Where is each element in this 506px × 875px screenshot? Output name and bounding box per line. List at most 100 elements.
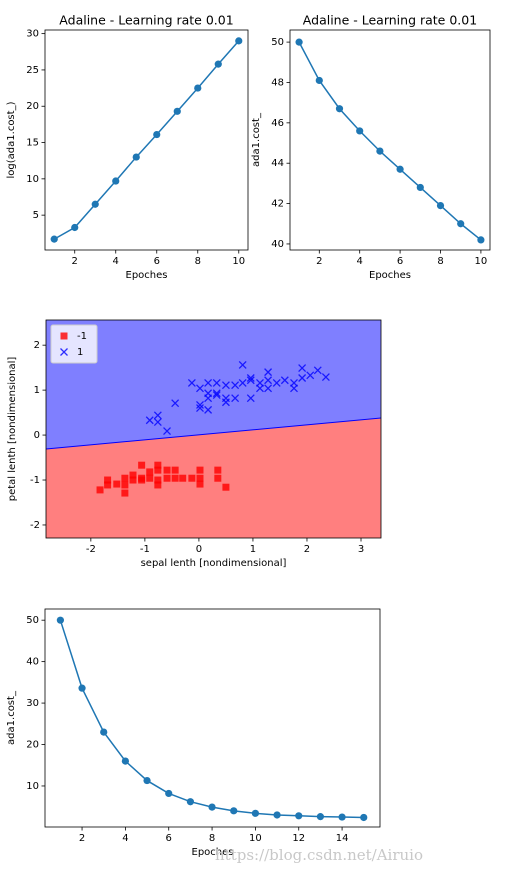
y-tick-label: 50 [271, 37, 284, 48]
x-tick-label: 4 [113, 256, 119, 267]
point [477, 236, 485, 244]
point [246, 394, 255, 403]
point [251, 809, 260, 817]
chart: 2 4 6 8 10 5 10 15 20 25 30 Adaline - Learning rate… [6, 13, 249, 281]
y-tick-label: 42 [271, 199, 284, 210]
y-tick-label: 30 [26, 698, 39, 709]
y-tick-label: 44 [271, 158, 284, 169]
y-tick-label: 25 [26, 65, 39, 76]
point [214, 474, 222, 482]
point [165, 789, 173, 798]
point [121, 474, 129, 482]
point [71, 223, 79, 232]
x-tick-label: 1 [250, 544, 256, 555]
y-axis-label: ada1.cost_ [6, 690, 17, 745]
x-axis-label: Epoches [369, 270, 411, 281]
point [298, 374, 307, 382]
point [306, 371, 315, 380]
point [246, 374, 255, 382]
point [163, 466, 171, 474]
y-tick-label: 1 [34, 385, 40, 396]
point [56, 616, 64, 624]
point [214, 60, 222, 68]
x-axis-label: sepal lenth [nondimensional] [141, 558, 287, 569]
point [188, 474, 196, 482]
point [416, 183, 424, 192]
x-tick-label: 4 [122, 833, 128, 844]
x-tick-label: 0 [196, 544, 202, 555]
point [196, 400, 204, 409]
x-tick-label: 2 [79, 833, 85, 844]
point [316, 813, 325, 821]
point [173, 107, 181, 115]
point [356, 127, 364, 135]
x-tick-label: 8 [437, 256, 443, 267]
point [238, 360, 247, 369]
point [146, 468, 154, 476]
point [204, 405, 213, 414]
point [186, 798, 194, 806]
chart-title: Adaline - Learning rate 0.01 [303, 13, 477, 28]
point [138, 476, 146, 484]
point [238, 378, 247, 387]
x-tick-label: 8 [209, 833, 215, 844]
point [153, 411, 162, 420]
x-tick-label: 6 [154, 256, 160, 267]
point [295, 812, 303, 820]
x-tick-label: 10 [232, 256, 245, 267]
x-axis-label: Epoches [192, 847, 234, 858]
point [214, 466, 222, 474]
x-tick-label: 6 [397, 256, 403, 267]
point [154, 476, 162, 484]
chart: -1 1 -2 -1 0 1 2 3 -2 -1 0 1 2 sepal lenth [nondimens… [7, 319, 382, 569]
point [204, 394, 213, 403]
point [196, 384, 204, 393]
y-tick-label: 15 [26, 138, 39, 149]
point [204, 378, 213, 387]
point [246, 376, 255, 385]
point [230, 807, 238, 815]
point [96, 486, 104, 494]
line [298, 41, 482, 241]
point [163, 427, 171, 435]
point [221, 398, 230, 407]
point [457, 220, 465, 228]
x-tick-label: 12 [292, 833, 305, 844]
point [146, 474, 154, 482]
point [231, 381, 240, 390]
axes-frame [44, 29, 249, 251]
y-tick-label: 40 [271, 239, 284, 250]
point [132, 153, 140, 161]
x-tick-label: 2 [304, 544, 310, 555]
point [264, 376, 273, 385]
point [313, 366, 322, 375]
y-tick-label: 20 [26, 101, 39, 112]
point [212, 389, 221, 398]
legend-box [50, 324, 98, 364]
x-tick-label: 8 [195, 256, 201, 267]
point [138, 461, 146, 469]
point [298, 364, 307, 373]
point [171, 466, 179, 474]
y-tick-label: 5 [33, 210, 39, 221]
watermark: https://blog.csdn.net/Airuio [215, 846, 423, 864]
chart-title: Adaline - Learning rate 0.01 [59, 13, 233, 28]
point [104, 481, 112, 489]
point [153, 130, 161, 139]
y-tick-label: 10 [26, 174, 39, 185]
point [154, 481, 162, 489]
point [194, 84, 202, 92]
x-tick-label: 10 [249, 833, 262, 844]
y-tick-label: -2 [30, 520, 40, 531]
x-tick-label: 10 [475, 256, 488, 267]
point [235, 37, 243, 45]
x-tick-label: 4 [357, 256, 363, 267]
y-tick-label: 46 [271, 118, 284, 129]
x-tick-label: 6 [166, 833, 172, 844]
point [78, 684, 86, 692]
point [154, 466, 162, 474]
y-axis-label: ada1.cost_ [251, 112, 262, 167]
line [59, 619, 364, 819]
